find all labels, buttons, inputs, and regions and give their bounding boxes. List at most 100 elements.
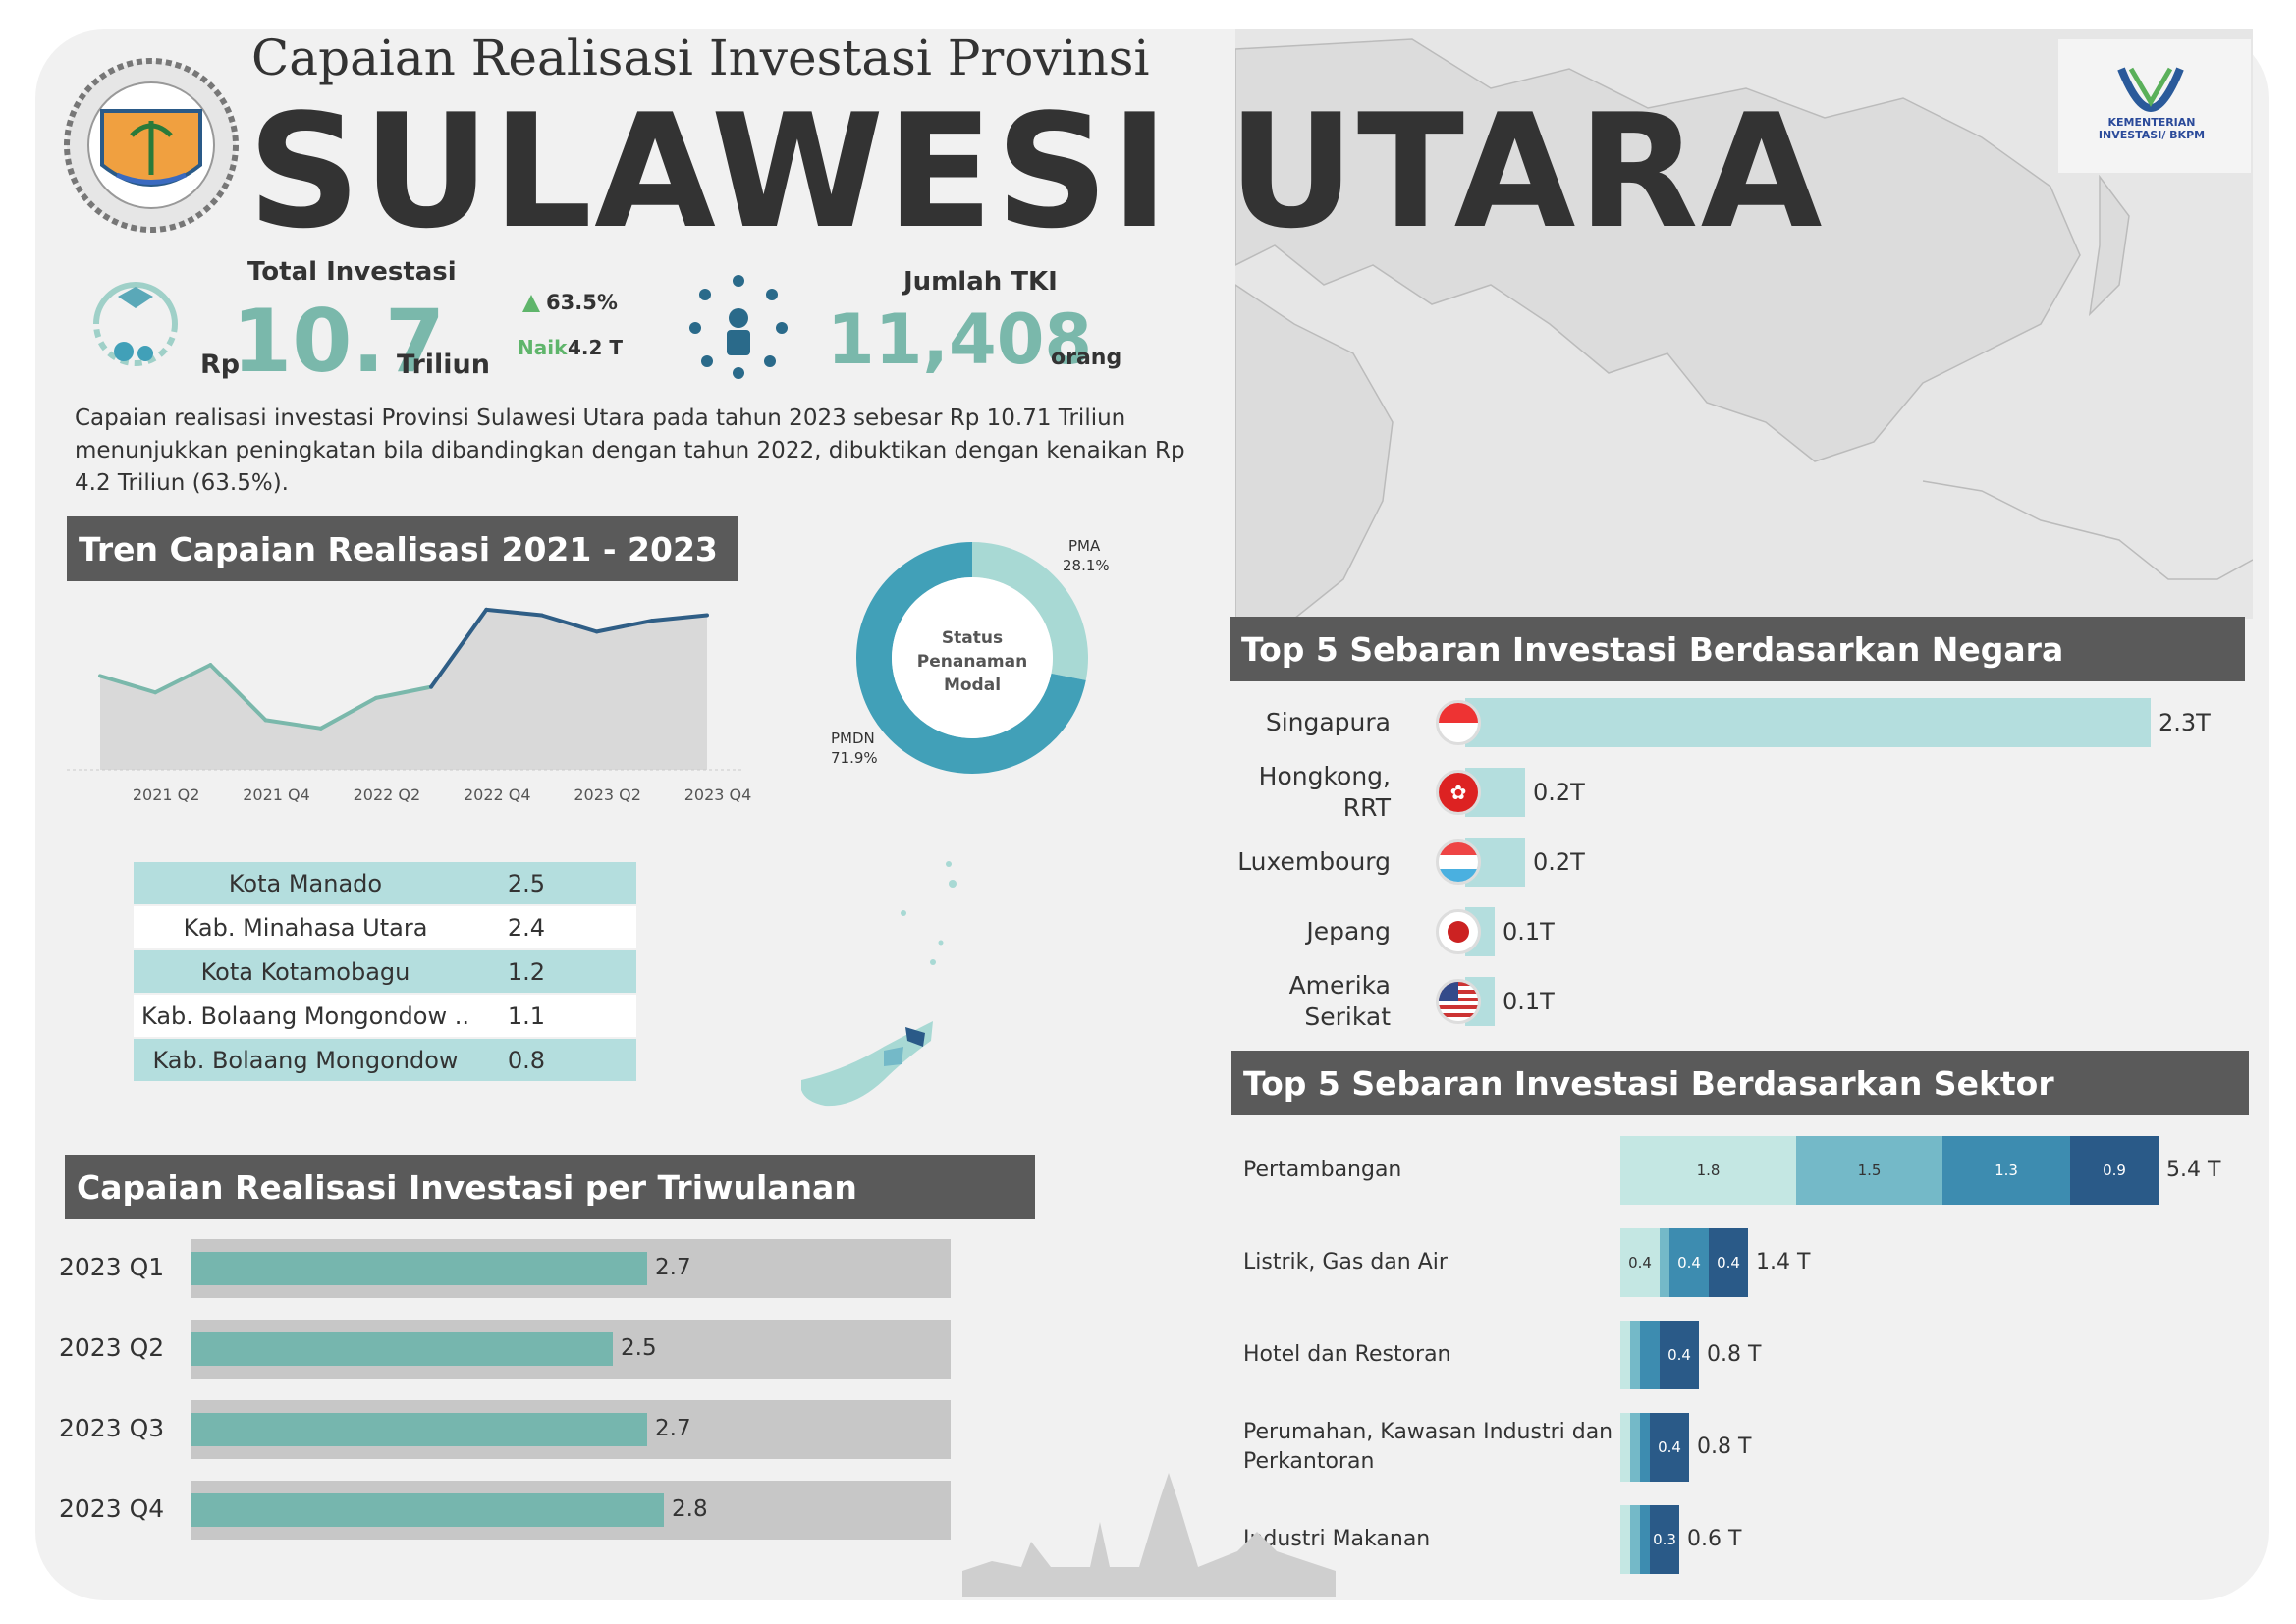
growth-percent: 63.5% [546,291,618,314]
growth-amount: 4.2 T [568,336,624,359]
usa-flag [1436,979,1481,1024]
sector-segment: 1.8 [1620,1136,1796,1205]
region-value: 1.1 [507,1001,546,1030]
trend-line-segment [649,613,709,623]
quarter-bar [191,1252,647,1285]
page-title: SULAWESI UTARA [247,80,1825,263]
country-value: 0.1T [1503,988,1555,1015]
quarterly-chart-title: Capaian Realisasi Investasi per Triwulan… [77,1167,857,1207]
country-value: 2.3T [2159,709,2211,736]
country-label: Jepang [1224,916,1391,947]
country-label: Singapura [1224,707,1391,738]
world-map-outline [1234,38,2254,620]
sector-segment [1640,1321,1660,1389]
region-row: Kab. Minahasa Utara 2.4 [134,906,636,948]
pmdn-percent: 71.9% [831,749,878,767]
workers-icon [687,271,790,379]
quarter-label: 2023 Q2 [59,1333,165,1362]
region-value: 2.5 [507,869,546,897]
quarter-label: 2023 Q1 [59,1253,165,1281]
country-label-line: Hongkong, [1258,762,1391,790]
investment-icon [86,275,185,373]
sector-label: Industri Makanan [1243,1525,1430,1554]
trend-line-segment [484,607,544,618]
total-investment-label: Total Investasi [247,257,457,287]
trend-tick-label: 2023 Q4 [683,785,752,804]
country-label: Luxembourg [1224,846,1391,878]
trend-line-segment [98,674,158,695]
sector-segment: 0.9 [2070,1136,2159,1205]
trend-area-chart [67,607,744,771]
quarter-value: 2.7 [655,1416,691,1441]
ministry-logo: KEMENTERIAN INVESTASI/ BKPM [2058,39,2251,173]
pma-label: PMA 28.1% [1063,536,1110,575]
luxembourg-flag [1436,839,1481,885]
country-label-line: Serikat [1304,1002,1391,1031]
sector-segment [1620,1413,1630,1482]
trend-line-segment [318,695,378,731]
quarter-value: 2.7 [655,1255,691,1280]
donut-center-label: Status Penanaman Modal [916,628,1028,695]
trend-chart-header: Tren Capaian Realisasi 2021 - 2023 [67,516,738,581]
sector-segment: 1.5 [1796,1136,1942,1205]
trend-chart-title: Tren Capaian Realisasi 2021 - 2023 [79,529,718,568]
sector-segment: 0.4 [1669,1228,1709,1297]
sector-total: 0.8 T [1707,1342,1762,1367]
sector-segment: 0.3 [1650,1505,1679,1574]
country-label-line: Jepang [1306,917,1391,946]
sector-total: 5.4 T [2166,1158,2221,1182]
singapore-flag [1436,700,1481,745]
country-label: Hongkong, RRT [1224,761,1391,824]
country-label-line: RRT [1342,793,1391,822]
tki-unit: orang [1051,346,1122,370]
sector-label-line: Industri Makanan [1243,1527,1431,1551]
trend-tick-label: 2021 Q4 [243,785,310,804]
quarter-bar [191,1493,664,1527]
sector-segment [1630,1505,1640,1574]
trend-tick-label: 2021 Q2 [132,785,200,804]
trend-line-segment [539,613,599,634]
region-value: 2.4 [507,913,546,942]
region-name: Kota Kotamobagu [200,957,410,986]
status-donut-chart [856,542,1088,774]
pma-percent: 28.1% [1063,557,1110,574]
skyline-decoration [962,1473,1336,1597]
region-name: Kab. Bolaang Mongondow .. [141,1001,469,1030]
country-label-line: Luxembourg [1237,847,1391,876]
trend-line-segment [373,684,434,700]
sector-segment [1630,1413,1640,1482]
quarter-value: 2.5 [621,1335,657,1361]
trend-line-segment [263,718,323,731]
sector-label-line: Perumahan, Kawasan Industri dan [1243,1420,1613,1444]
donut-slice-pma [972,542,1088,680]
pmdn-label: PMDN 71.9% [831,729,878,768]
sector-total: 0.8 T [1697,1435,1752,1459]
sector-segment: 0.4 [1709,1228,1748,1297]
sector-segment [1620,1321,1630,1389]
trend-tick-label: 2023 Q2 [574,785,641,804]
sector-label-line: Hotel dan Restoran [1243,1342,1451,1367]
sector-segment: 0.4 [1650,1413,1689,1482]
tki-value: 11,408 [827,299,1093,380]
total-investment-prefix: Rp [200,350,241,380]
pmdn-name: PMDN [831,730,875,747]
region-row: Kab. Bolaang Mongondow .. 1.1 [134,995,636,1037]
sector-label: Pertambangan [1243,1156,1401,1185]
sector-label: Listrik, Gas dan Air [1243,1248,1448,1277]
country-label-line: Amerika [1288,971,1391,1000]
trend-line-segment [208,663,268,723]
quarter-label: 2023 Q3 [59,1414,165,1442]
quarter-value: 2.8 [672,1496,708,1522]
sector-total: 1.4 T [1756,1250,1811,1274]
country-chart-header: Top 5 Sebaran Investasi Berdasarkan Nega… [1230,617,2245,681]
sector-total: 0.6 T [1687,1527,1742,1551]
sector-segment [1630,1321,1640,1389]
region-value: 0.8 [507,1046,546,1074]
country-bar [1465,698,2151,747]
total-investment-value: 10.7 [232,291,446,392]
country-chart-title: Top 5 Sebaran Investasi Berdasarkan Nega… [1241,629,2064,669]
sector-segment [1660,1228,1669,1297]
donut-slice-pmdn [856,542,1086,774]
region-name: Kab. Bolaang Mongondow [152,1046,459,1074]
growth-up-icon [522,295,540,312]
